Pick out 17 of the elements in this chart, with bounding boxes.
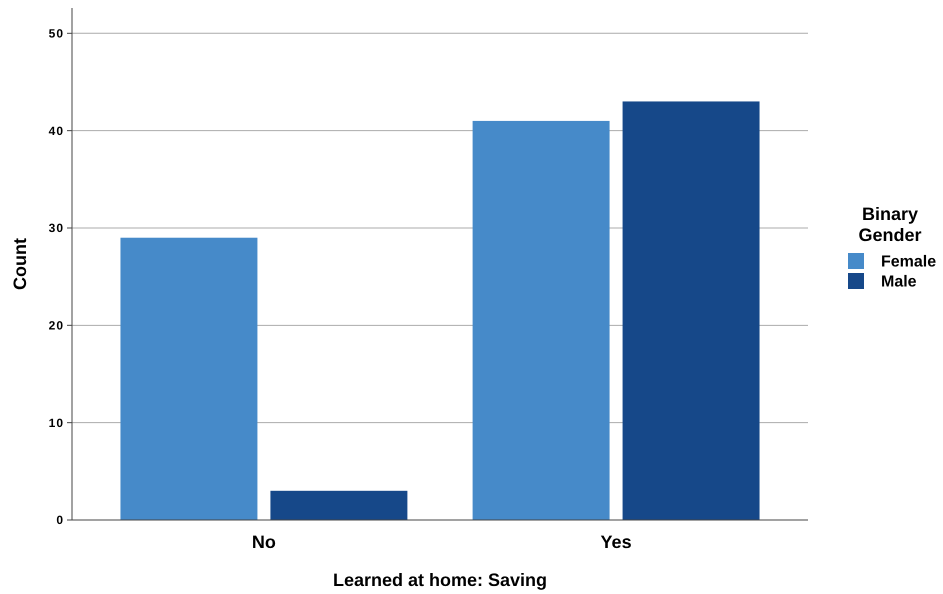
y-axis-title: Count bbox=[10, 238, 30, 290]
bar bbox=[270, 490, 408, 520]
legend-label: Female bbox=[881, 254, 936, 271]
y-tick-label: 0 bbox=[56, 513, 64, 528]
bar bbox=[120, 238, 258, 520]
y-tick-label: 30 bbox=[48, 221, 64, 236]
bar bbox=[622, 101, 760, 520]
bar bbox=[472, 120, 610, 520]
x-axis-title: Learned at home: Saving bbox=[332, 570, 548, 590]
y-tick-label: 40 bbox=[48, 124, 64, 138]
legend-label: Male bbox=[881, 274, 917, 291]
y-tick-label: 10 bbox=[48, 416, 64, 430]
x-tick-label: No bbox=[252, 532, 276, 552]
y-tick-label: 20 bbox=[48, 318, 64, 333]
y-tick-label: 50 bbox=[48, 26, 64, 41]
x-tick-label: Yes bbox=[600, 532, 632, 552]
legend-title: Binary Gender bbox=[858, 204, 922, 245]
